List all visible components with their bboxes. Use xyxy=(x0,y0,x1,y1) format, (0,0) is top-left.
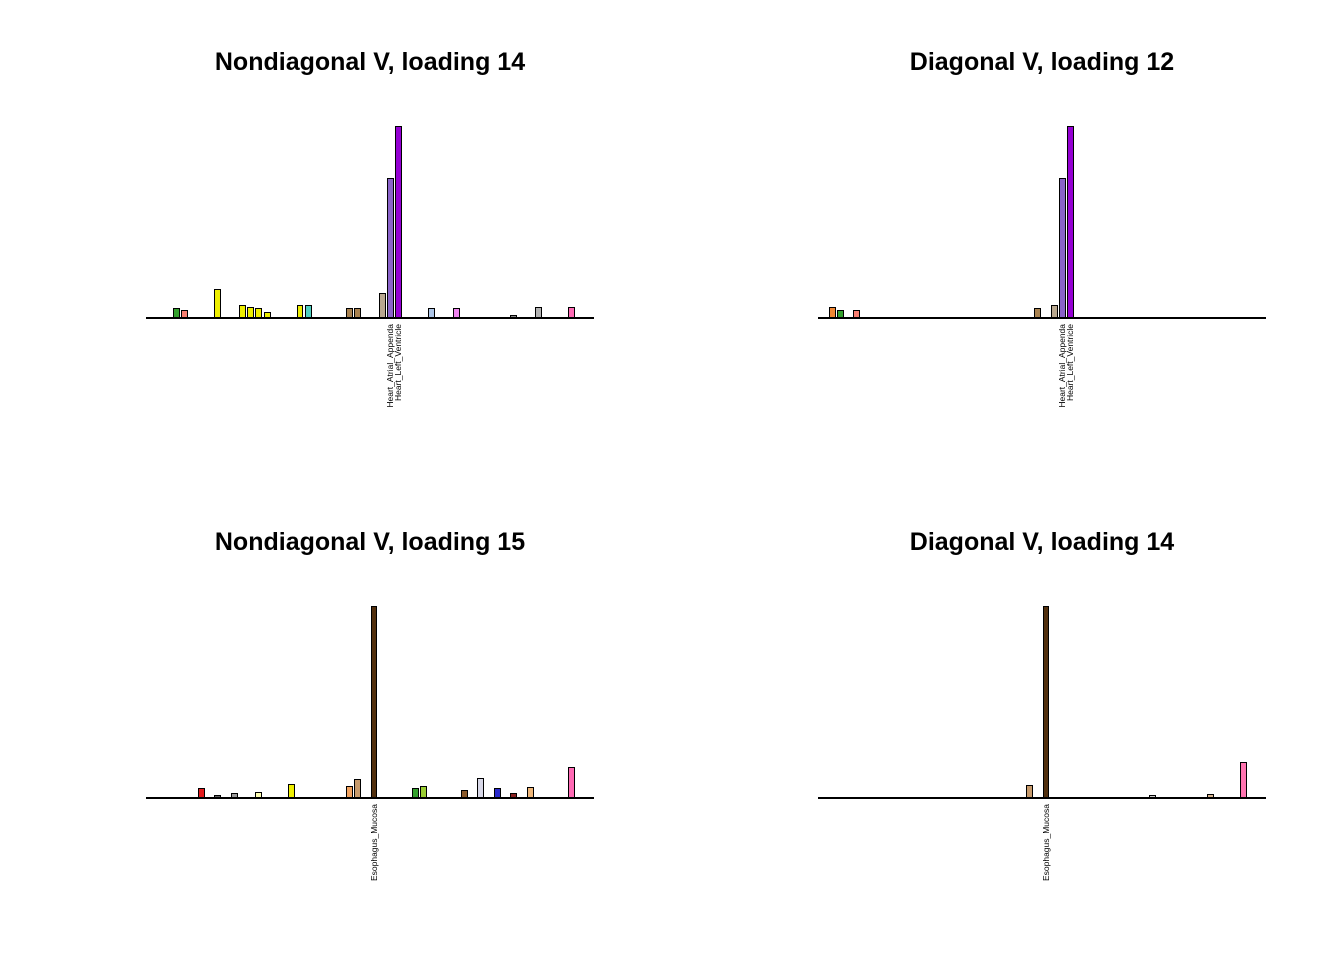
bar-chart: Esophagus_Mucosa xyxy=(146,598,594,881)
bar xyxy=(288,783,296,798)
bar xyxy=(230,793,238,798)
bar xyxy=(370,606,378,798)
bar xyxy=(387,177,394,318)
bar xyxy=(345,308,353,318)
bar xyxy=(247,306,255,318)
bar xyxy=(535,306,542,318)
x-axis-line xyxy=(146,797,594,799)
bar xyxy=(477,777,485,798)
bar xyxy=(493,788,501,798)
bar xyxy=(1059,177,1066,318)
bar xyxy=(354,778,361,798)
bar xyxy=(526,787,534,798)
bar xyxy=(304,304,312,318)
bar xyxy=(1207,794,1214,798)
bar xyxy=(1042,606,1050,798)
bar xyxy=(419,785,427,798)
chart-title: Diagonal V, loading 14 xyxy=(909,528,1175,556)
bar xyxy=(239,304,246,318)
bar xyxy=(1050,304,1058,318)
bar xyxy=(411,788,419,798)
bar-chart: Esophagus_Mucosa xyxy=(818,598,1266,881)
bar xyxy=(214,289,222,318)
bar xyxy=(1149,795,1157,798)
bar xyxy=(197,788,205,798)
bar xyxy=(567,767,575,798)
bar xyxy=(452,308,460,318)
bar xyxy=(837,310,844,318)
bar xyxy=(510,793,518,798)
panel-diagonal-loading-12: Diagonal V, loading 12 Heart_Atrial_Appe… xyxy=(672,0,1344,480)
chart-title: Nondiagonal V, loading 15 xyxy=(214,528,526,556)
panel-nondiagonal-loading-15: Nondiagonal V, loading 15 Esophagus_Muco… xyxy=(0,480,672,960)
bar xyxy=(1067,126,1075,318)
bar xyxy=(428,308,435,318)
bar xyxy=(378,293,386,318)
bar xyxy=(1239,761,1247,798)
bar xyxy=(1026,784,1033,798)
bar-chart: Heart_Atrial_Appenda Heart_Left_Ventricle xyxy=(818,118,1266,408)
bar xyxy=(354,308,361,318)
x-tick-label: Heart_Left_Ventricle xyxy=(1065,324,1076,402)
bar xyxy=(1034,308,1042,318)
bar xyxy=(395,126,403,318)
bar xyxy=(510,315,518,318)
bar xyxy=(263,312,271,318)
chart-title: Diagonal V, loading 12 xyxy=(909,48,1175,76)
bar xyxy=(296,304,304,318)
bar xyxy=(255,308,263,318)
bar xyxy=(345,785,353,798)
x-axis-line xyxy=(146,317,594,319)
x-axis-line xyxy=(818,797,1266,799)
bar-chart: Heart_Atrial_Appenda Heart_Left_Ventricle xyxy=(146,118,594,408)
chart-title: Nondiagonal V, loading 14 xyxy=(214,48,526,76)
bar xyxy=(853,310,861,318)
bar xyxy=(567,306,575,318)
x-tick-label: Heart_Left_Ventricle xyxy=(393,324,404,402)
x-axis-line xyxy=(818,317,1266,319)
bar xyxy=(461,790,468,798)
bar xyxy=(214,795,222,798)
bar xyxy=(173,308,181,318)
bar xyxy=(255,792,263,798)
panel-nondiagonal-loading-14: Nondiagonal V, loading 14 Heart_Atrial_A… xyxy=(0,0,672,480)
x-tick-label: Esophagus_Mucosa xyxy=(1040,804,1051,882)
bar xyxy=(181,310,189,318)
panel-diagonal-loading-14: Diagonal V, loading 14 Esophagus_Mucosa xyxy=(672,480,1344,960)
x-tick-label: Esophagus_Mucosa xyxy=(368,804,379,882)
bar xyxy=(828,306,836,318)
